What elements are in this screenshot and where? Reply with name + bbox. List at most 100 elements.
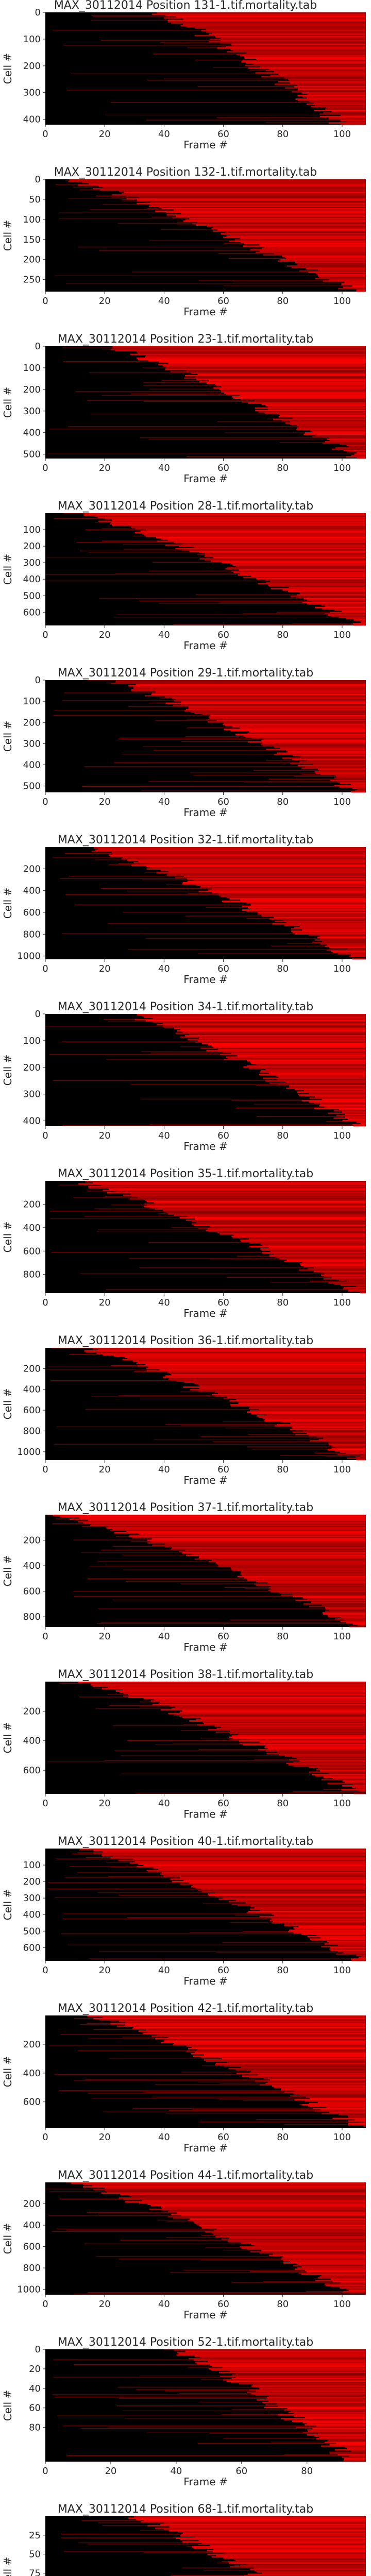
heatmap-row bbox=[114, 1355, 366, 1357]
y-axis-label: Cell # bbox=[2, 1889, 14, 1921]
heatmap-row bbox=[265, 1745, 366, 1747]
heatmap-row bbox=[357, 452, 366, 454]
heatmap-row bbox=[328, 122, 366, 124]
heatmap-row bbox=[137, 1014, 366, 1015]
heatmap-streak bbox=[140, 1098, 322, 1100]
heatmap-row bbox=[324, 613, 366, 615]
heatmap-row bbox=[206, 31, 366, 33]
heatmap-streak bbox=[46, 580, 271, 582]
heatmap-streak bbox=[221, 46, 226, 47]
heatmap-row bbox=[315, 278, 366, 280]
heatmap-row bbox=[329, 439, 366, 442]
heatmap-row bbox=[264, 246, 366, 248]
heatmap-row bbox=[247, 1411, 366, 1413]
chart-title: MAX_30112014 Position 44-1.tif.mortality… bbox=[58, 2169, 313, 2182]
heatmap-row bbox=[213, 387, 366, 389]
x-tick-label: 80 bbox=[277, 1130, 289, 1141]
heatmap-streak bbox=[63, 45, 232, 46]
heatmap-row bbox=[250, 903, 366, 905]
heatmap-streak bbox=[72, 1853, 102, 1855]
heatmap-streak bbox=[157, 2219, 188, 2221]
heatmap-row bbox=[256, 1415, 366, 1417]
heatmap-streak bbox=[183, 1553, 192, 1554]
heatmap-row bbox=[98, 1349, 366, 1351]
heatmap-row bbox=[333, 1283, 366, 1285]
heatmap-row bbox=[331, 111, 366, 113]
heatmap-row bbox=[260, 250, 366, 252]
heatmap-streak bbox=[204, 31, 206, 32]
x-tick-label: 60 bbox=[217, 2132, 229, 2143]
x-tick-label: 0 bbox=[42, 1464, 48, 1475]
y-tick-label: 400 bbox=[23, 1736, 41, 1747]
heatmap-row bbox=[271, 1588, 366, 1590]
heatmap-streak bbox=[56, 1858, 133, 1859]
heatmap-row bbox=[310, 1938, 366, 1940]
heatmap-streak bbox=[65, 894, 219, 895]
heatmap-row bbox=[267, 409, 366, 410]
heatmap-row bbox=[168, 1378, 366, 1379]
heatmap-row bbox=[218, 1566, 366, 1568]
heatmap-row bbox=[294, 1089, 366, 1091]
heatmap-row bbox=[264, 2406, 366, 2409]
heatmap-row bbox=[271, 588, 366, 590]
heatmap-streak bbox=[142, 879, 194, 880]
heatmap-row bbox=[272, 1922, 366, 1924]
heatmap-row bbox=[309, 1435, 366, 1437]
heatmap-row bbox=[217, 47, 366, 49]
heatmap-row bbox=[146, 1367, 366, 1369]
heatmap-row bbox=[329, 2111, 366, 2113]
y-tick-label: 400 bbox=[23, 760, 41, 771]
chart-title: MAX_30112014 Position 32-1.tif.mortality… bbox=[58, 834, 313, 846]
chart-title: MAX_30112014 Position 29-1.tif.mortality… bbox=[58, 667, 313, 680]
heatmap-row bbox=[172, 1881, 366, 1883]
heatmap-streak bbox=[168, 2110, 315, 2111]
heatmap-row bbox=[98, 185, 366, 187]
x-axis-label: Frame # bbox=[183, 139, 227, 151]
heatmap-streak bbox=[122, 2410, 291, 2412]
heatmap-row bbox=[303, 1430, 366, 1432]
heatmap-row bbox=[235, 2069, 366, 2071]
heatmap-row bbox=[250, 2251, 366, 2252]
heatmap-row bbox=[277, 1079, 366, 1080]
heatmap-row bbox=[234, 2558, 366, 2561]
x-tick-label: 60 bbox=[217, 630, 229, 640]
heatmap-row bbox=[232, 1569, 366, 1571]
heatmap-streak bbox=[265, 122, 329, 123]
heatmap-streak bbox=[55, 2397, 267, 2398]
heatmap-streak bbox=[224, 285, 352, 286]
heatmap-row bbox=[164, 2529, 366, 2530]
heatmap-row bbox=[311, 1601, 366, 1602]
chart-title: MAX_30112014 Position 132-1.tif.mortalit… bbox=[54, 166, 317, 179]
heatmap-row bbox=[99, 2019, 366, 2021]
heatmap-row bbox=[139, 2202, 366, 2204]
heatmap-row bbox=[290, 421, 366, 423]
heatmap-streak bbox=[79, 1697, 129, 1698]
heatmap-streak bbox=[314, 2278, 331, 2279]
heatmap-row bbox=[333, 1777, 366, 1780]
heatmap-row bbox=[163, 1876, 366, 1878]
heatmap-row bbox=[244, 2574, 366, 2576]
heatmap-row bbox=[316, 1935, 366, 1936]
heatmap-row bbox=[243, 735, 366, 737]
heatmap-row bbox=[332, 2281, 366, 2283]
heatmap-row bbox=[185, 1219, 366, 1221]
heatmap-row bbox=[240, 2565, 366, 2567]
heatmap-row bbox=[164, 2522, 366, 2524]
heatmap-row bbox=[294, 2099, 366, 2101]
heatmap-streak bbox=[165, 1423, 277, 1425]
heatmap-streak bbox=[101, 528, 136, 529]
heatmap-row bbox=[246, 1578, 366, 1580]
heatmap-row bbox=[321, 2445, 366, 2447]
heatmap-row bbox=[297, 425, 366, 427]
heatmap-streak bbox=[113, 1725, 215, 1726]
heatmap-streak bbox=[122, 200, 138, 201]
heatmap-row bbox=[169, 2210, 366, 2212]
heatmap-row bbox=[146, 1870, 366, 1871]
heatmap-row bbox=[151, 2035, 366, 2037]
heatmap-row bbox=[281, 2089, 366, 2091]
y-tick-label: 400 bbox=[23, 1384, 41, 1395]
heatmap-row bbox=[277, 1083, 366, 1086]
x-tick-label: 100 bbox=[333, 1965, 351, 1976]
heatmap-row bbox=[127, 859, 366, 861]
heatmap-streak bbox=[111, 1205, 147, 1206]
